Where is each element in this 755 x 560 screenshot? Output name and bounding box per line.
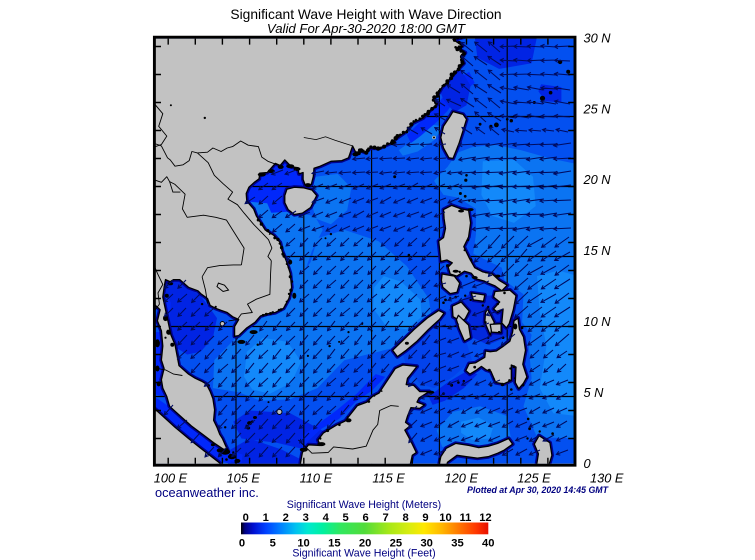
svg-text:100 E: 100 E	[154, 471, 188, 486]
svg-text:40: 40	[482, 538, 494, 550]
svg-text:6: 6	[363, 512, 369, 524]
svg-text:35: 35	[451, 538, 463, 550]
svg-text:0: 0	[243, 512, 249, 524]
svg-text:25 N: 25 N	[583, 101, 612, 116]
svg-text:110 E: 110 E	[300, 471, 333, 486]
svg-text:8: 8	[402, 512, 408, 524]
svg-text:2: 2	[283, 512, 289, 524]
svg-text:Plotted at Apr 30, 2020 14:45: Plotted at Apr 30, 2020 14:45 GMT	[467, 485, 609, 495]
svg-text:12: 12	[479, 512, 491, 524]
svg-text:105 E: 105 E	[226, 471, 260, 486]
svg-text:30 N: 30 N	[584, 30, 612, 45]
svg-text:5: 5	[270, 538, 276, 550]
svg-text:7: 7	[382, 512, 388, 524]
svg-text:15: 15	[328, 538, 340, 550]
svg-text:10: 10	[297, 538, 309, 550]
svg-text:4: 4	[323, 512, 330, 524]
svg-text:5 N: 5 N	[584, 385, 605, 400]
svg-text:11: 11	[460, 512, 472, 524]
svg-text:25: 25	[390, 538, 402, 550]
svg-text:10: 10	[439, 512, 451, 524]
svg-text:Significant Wave Height (Meter: Significant Wave Height (Meters)	[287, 499, 441, 511]
svg-text:115 E: 115 E	[372, 471, 405, 486]
svg-text:0: 0	[584, 456, 592, 471]
svg-text:1: 1	[263, 512, 269, 524]
svg-text:9: 9	[422, 512, 428, 524]
svg-text:5: 5	[343, 512, 349, 524]
svg-text:3: 3	[303, 512, 309, 524]
svg-text:20: 20	[359, 538, 371, 550]
svg-text:Significant Wave Height with W: Significant Wave Height with Wave Direct…	[230, 7, 501, 22]
svg-text:0: 0	[239, 538, 245, 550]
svg-text:Valid For Apr-30-2020 18:00 GM: Valid For Apr-30-2020 18:00 GMT	[267, 21, 466, 36]
svg-text:125 E: 125 E	[517, 471, 551, 486]
svg-text:15 N: 15 N	[584, 243, 612, 258]
svg-text:130 E: 130 E	[590, 471, 624, 486]
svg-text:10 N: 10 N	[584, 314, 612, 329]
svg-text:30: 30	[420, 538, 432, 550]
svg-text:Significant Wave Height (Feet): Significant Wave Height (Feet)	[292, 548, 435, 560]
svg-text:20 N: 20 N	[583, 172, 612, 187]
svg-text:oceanweather inc.: oceanweather inc.	[155, 485, 259, 500]
svg-text:120 E: 120 E	[445, 471, 479, 486]
